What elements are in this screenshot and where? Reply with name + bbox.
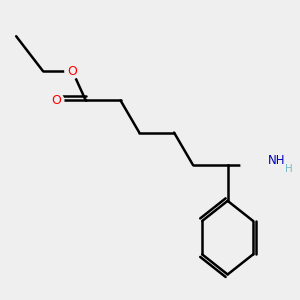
Circle shape xyxy=(241,151,268,178)
Circle shape xyxy=(49,93,64,108)
Text: H: H xyxy=(285,164,293,174)
Text: O: O xyxy=(51,94,61,107)
Circle shape xyxy=(65,64,80,79)
Text: NH: NH xyxy=(268,154,285,167)
Text: O: O xyxy=(68,64,77,77)
